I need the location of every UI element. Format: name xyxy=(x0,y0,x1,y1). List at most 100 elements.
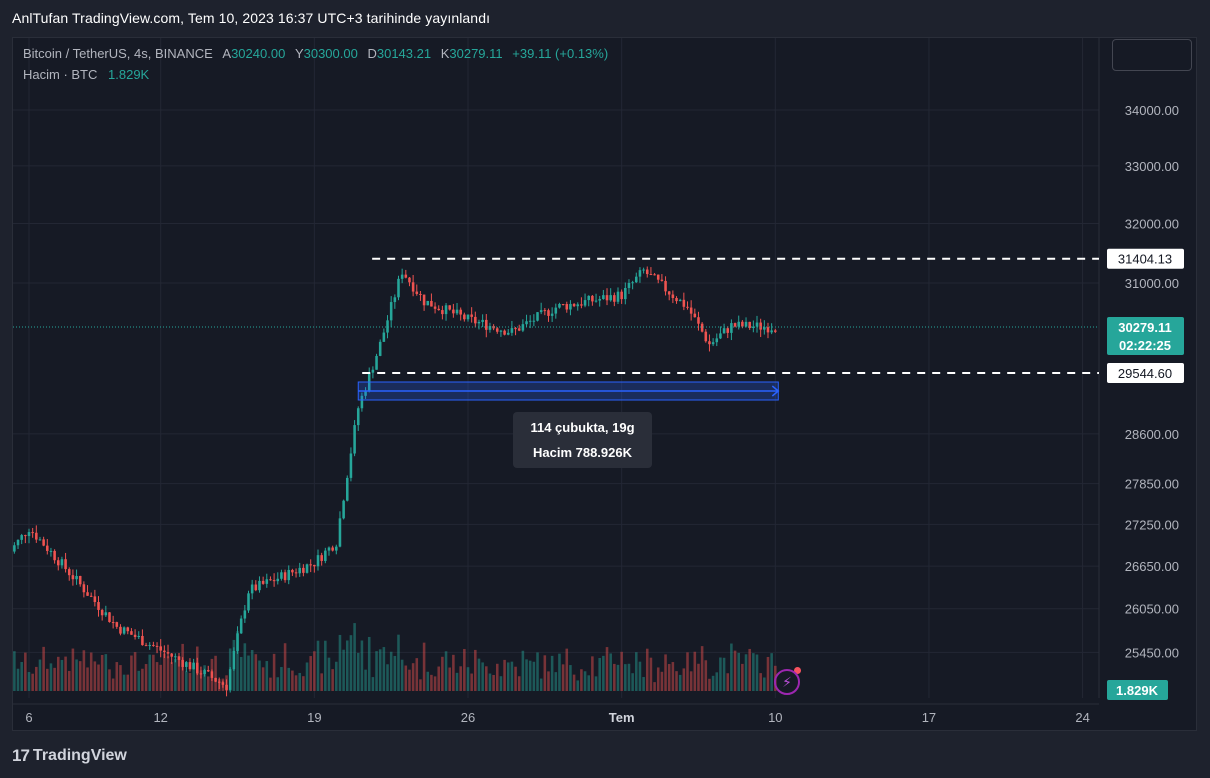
candle-body xyxy=(247,593,250,611)
candle-body xyxy=(441,310,444,315)
candle-body xyxy=(214,677,217,682)
candle-body xyxy=(170,653,173,657)
volume-bar xyxy=(536,652,539,691)
volume-bar xyxy=(174,658,177,691)
volume-bar xyxy=(20,662,23,691)
candle-body xyxy=(602,295,605,300)
volume-bar xyxy=(331,669,334,691)
candle-body xyxy=(470,314,473,317)
candle-body xyxy=(547,310,550,316)
chart-frame[interactable]: 34000.00 33000.00 32000.00 31000.00 28600.00… xyxy=(12,37,1197,731)
candle-body xyxy=(485,319,488,330)
volume-tag-label: 1.829K xyxy=(1116,683,1159,698)
volume-bar xyxy=(452,654,455,691)
tradingview-footer[interactable]: 17 TradingView xyxy=(12,744,127,768)
candle-body xyxy=(152,644,155,646)
volume-bar xyxy=(459,666,462,691)
candle-body xyxy=(122,627,126,634)
candle-body xyxy=(638,270,642,277)
candle-body xyxy=(196,662,199,674)
candle-body xyxy=(265,579,269,584)
volume-bar xyxy=(356,652,360,691)
candle-body xyxy=(228,669,232,690)
x-tick-label: 24 xyxy=(1075,710,1089,725)
candle-body xyxy=(16,539,20,546)
volume-bar xyxy=(64,656,67,691)
volume-bar xyxy=(748,648,751,691)
volume-bar xyxy=(763,677,766,691)
volume-bar xyxy=(448,667,451,691)
volume-bar xyxy=(49,663,53,691)
volume-bar xyxy=(342,649,345,691)
x-tick-label: Tem xyxy=(609,710,635,725)
candle-body xyxy=(700,323,704,332)
x-tick-label: 19 xyxy=(307,710,321,725)
candle-body xyxy=(393,297,397,303)
volume-bar xyxy=(148,654,152,691)
y-tick-label: 25450.00 xyxy=(1125,645,1179,660)
volume-bar xyxy=(510,661,514,691)
candle-body xyxy=(539,310,543,313)
chart-settings-box[interactable] xyxy=(1112,39,1192,71)
volume-bar xyxy=(722,657,726,691)
level-price-tag xyxy=(1107,248,1184,269)
candle-body xyxy=(766,327,770,333)
volume-bar xyxy=(228,648,232,691)
volume-bar xyxy=(302,676,305,691)
candle-body xyxy=(291,569,294,573)
candle-body xyxy=(627,282,631,288)
candle-body xyxy=(689,307,693,314)
volume-bar xyxy=(686,652,689,691)
volume-bar xyxy=(547,671,550,691)
volume-bar xyxy=(506,662,510,691)
volume-bar xyxy=(100,654,104,691)
high-value: 30300.00 xyxy=(303,46,358,61)
volume-bar xyxy=(558,653,561,691)
volume-bar xyxy=(609,653,612,691)
volume-bar xyxy=(419,679,422,691)
candle-body xyxy=(419,293,422,295)
candle-body xyxy=(528,320,532,322)
candle-body xyxy=(60,559,64,566)
volume-bar xyxy=(594,676,598,691)
open-label: A xyxy=(222,46,232,61)
candle-body xyxy=(93,596,97,603)
volume-bar xyxy=(408,669,411,691)
candle-body xyxy=(313,564,316,567)
candle-body xyxy=(56,560,60,566)
volume-legend[interactable]: Hacim · BTC 1.829K xyxy=(23,67,149,82)
candle-body xyxy=(27,532,31,537)
candle-body xyxy=(46,545,49,551)
volume-bar xyxy=(470,673,473,691)
volume-bar xyxy=(517,676,521,691)
candle-body xyxy=(126,627,130,632)
last-price-tag xyxy=(1107,317,1184,356)
symbol-name[interactable]: Bitcoin / TetherUS, 4s, BINANCE xyxy=(23,46,213,61)
candle-body xyxy=(631,282,634,284)
symbol-legend[interactable]: Bitcoin / TetherUS, 4s, BINANCE A30240.0… xyxy=(23,46,608,61)
lightning-icon[interactable]: ⚡ xyxy=(774,669,800,695)
volume-bar xyxy=(111,678,115,691)
candle-body xyxy=(364,390,367,396)
candlestick-chart[interactable]: 34000.00 33000.00 32000.00 31000.00 28600.00… xyxy=(13,38,1196,730)
volume-bar xyxy=(477,658,481,691)
candle-body xyxy=(243,610,247,619)
candle-body xyxy=(543,310,547,312)
candle-body xyxy=(86,592,89,596)
y-tick-label: 31000.00 xyxy=(1125,276,1179,291)
volume-bar xyxy=(737,652,740,691)
candle-body xyxy=(400,274,404,279)
candle-body xyxy=(342,500,345,519)
candle-body xyxy=(82,584,86,593)
candle-body xyxy=(192,662,195,670)
volume-bar xyxy=(287,667,291,691)
volume-bar xyxy=(543,655,547,691)
volume-bar xyxy=(675,671,678,691)
candle-body xyxy=(430,300,433,307)
volume-bar xyxy=(324,640,327,691)
y-tick-label: 27250.00 xyxy=(1125,517,1179,532)
candle-body xyxy=(64,559,67,570)
volume-bar xyxy=(236,631,239,691)
volume-bar xyxy=(305,662,309,691)
candle-body xyxy=(130,631,133,635)
